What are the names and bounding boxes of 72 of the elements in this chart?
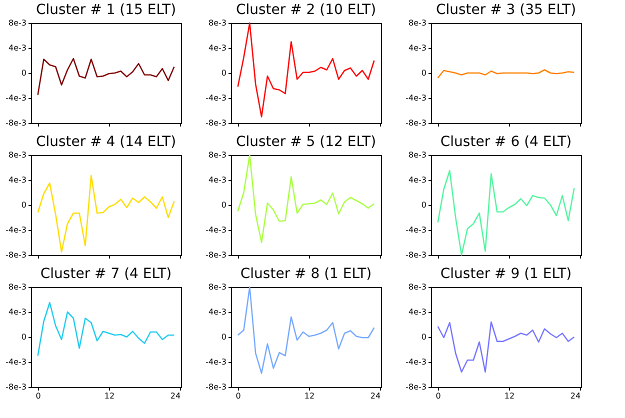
y-tick-label: -4e-3 [406, 226, 426, 234]
y-tick-label: 0 [221, 200, 226, 210]
y-tick-label: 4e-3 [408, 176, 426, 184]
y-tick-label: -8e-3 [6, 250, 26, 260]
y-tick-label: 0 [21, 332, 26, 342]
y-tick-label: -4e-3 [206, 94, 226, 102]
chart-title: Cluster # 2 (10 ELT) [236, 2, 376, 18]
x-tick-label: 24 [370, 392, 381, 400]
x-tick-label: 0 [436, 392, 441, 400]
line-series [437, 69, 575, 79]
y-tick-label: -4e-3 [406, 358, 426, 366]
chart-title: Cluster # 6 (4 ELT) [440, 134, 572, 150]
y-tick-label: 4e-3 [408, 44, 426, 52]
y-tick-label: 0 [421, 332, 426, 342]
y-tick-label: 4e-3 [8, 308, 26, 316]
y-tick-label: 0 [421, 200, 426, 210]
chart-title: Cluster # 8 (1 ELT) [240, 266, 372, 282]
line-series [37, 174, 175, 253]
x-tick-label: 12 [304, 392, 315, 400]
line-series [437, 170, 575, 256]
y-tick-label: 0 [421, 68, 426, 78]
y-tick-label: 8e-3 [408, 282, 426, 292]
y-tick-label: 8e-3 [208, 18, 226, 28]
chart-title: Cluster # 7 (4 ELT) [40, 266, 172, 282]
y-tick-label: -4e-3 [406, 94, 426, 102]
x-tick-label: 0 [36, 392, 41, 400]
line-series [37, 302, 175, 356]
y-tick-label: 0 [21, 200, 26, 210]
y-tick-label: 0 [221, 332, 226, 342]
line-series [237, 22, 375, 118]
chart-title: Cluster # 3 (35 ELT) [436, 2, 576, 18]
y-tick-label: 8e-3 [8, 282, 26, 292]
chart-title: Cluster # 9 (1 ELT) [440, 266, 572, 282]
y-tick-label: 4e-3 [408, 308, 426, 316]
line-series [437, 321, 575, 373]
y-tick-label: -8e-3 [206, 250, 226, 260]
y-tick-label: 0 [21, 68, 26, 78]
y-tick-label: 4e-3 [208, 176, 226, 184]
y-tick-label: 8e-3 [408, 150, 426, 160]
x-tick-label: 24 [570, 392, 581, 400]
chart-title: Cluster # 1 (15 ELT) [36, 2, 176, 18]
y-tick-label: 8e-3 [8, 150, 26, 160]
y-tick-label: 8e-3 [8, 18, 26, 28]
y-tick-label: 8e-3 [208, 282, 226, 292]
y-tick-label: -4e-3 [6, 226, 26, 234]
y-tick-label: -4e-3 [6, 94, 26, 102]
chart-title: Cluster # 5 (12 ELT) [236, 134, 376, 150]
y-tick-label: -4e-3 [206, 226, 226, 234]
y-tick-label: 4e-3 [208, 44, 226, 52]
y-tick-label: -4e-3 [6, 358, 26, 366]
y-tick-label: 0 [221, 68, 226, 78]
y-tick-label: 4e-3 [8, 44, 26, 52]
y-tick-label: 8e-3 [208, 150, 226, 160]
y-tick-label: -8e-3 [406, 382, 426, 392]
y-tick-label: 4e-3 [208, 308, 226, 316]
line-series [237, 286, 375, 374]
y-tick-label: 4e-3 [8, 176, 26, 184]
x-tick-label: 12 [104, 392, 115, 400]
y-tick-label: -8e-3 [406, 250, 426, 260]
chart-title: Cluster # 4 (14 ELT) [36, 134, 176, 150]
y-tick-label: 8e-3 [408, 18, 426, 28]
y-tick-label: -8e-3 [406, 118, 426, 128]
x-tick-label: 0 [236, 392, 241, 400]
y-tick-label: -8e-3 [6, 118, 26, 128]
x-tick-label: 24 [170, 392, 181, 400]
y-tick-label: -4e-3 [206, 358, 226, 366]
line-series [37, 58, 175, 96]
y-tick-label: -8e-3 [206, 382, 226, 392]
line-series [237, 154, 375, 244]
y-tick-label: -8e-3 [206, 118, 226, 128]
y-tick-label: -8e-3 [6, 382, 26, 392]
x-tick-label: 12 [504, 392, 515, 400]
